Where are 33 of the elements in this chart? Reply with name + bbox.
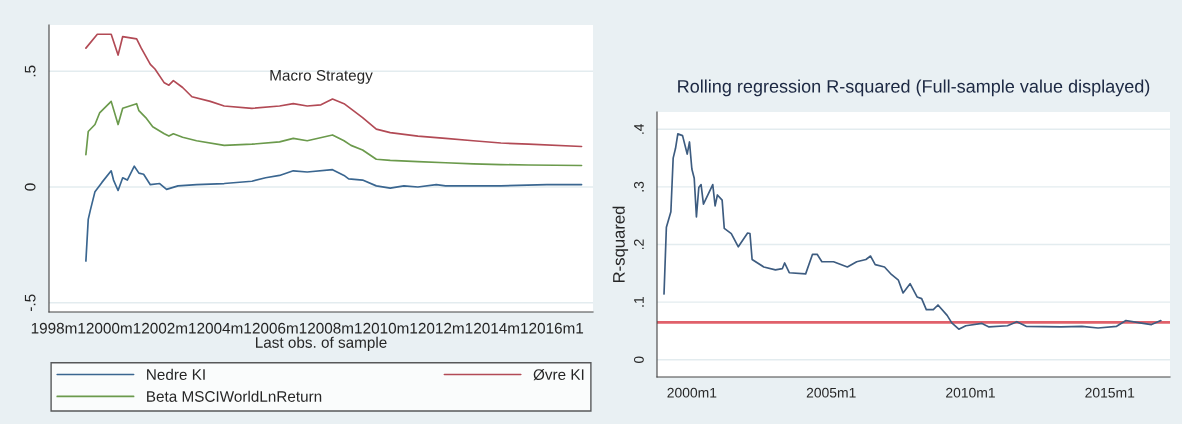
x-tick-label: 2015m1 <box>1085 387 1135 398</box>
x-tick-label: 1998m1 <box>31 322 86 334</box>
legend-label: Nedre KI <box>147 368 205 381</box>
legend-label: Beta MSCIWorldLnReturn <box>147 390 322 402</box>
x-tick-label: 2014m1 <box>474 322 528 334</box>
y-tick-label: .1 <box>634 296 644 307</box>
y-tick-label: .5 <box>24 65 36 77</box>
x-tick-label: 2006m1 <box>252 322 307 334</box>
y-tick-label: 0 <box>24 183 36 191</box>
x-tick-label: 2002m1 <box>142 322 196 334</box>
line-series <box>663 133 1162 331</box>
x-axis-title: Last obs. of sample <box>256 336 387 351</box>
x-tick-label: 2000m1 <box>667 387 717 398</box>
x-tick-label: 2008m1 <box>308 322 362 334</box>
x-tick-label: 2010m1 <box>363 322 418 334</box>
y-tick-label: 0 <box>634 356 644 364</box>
x-tick-label: 2012m1 <box>418 322 473 334</box>
legend-label: Øvre KI <box>533 368 584 381</box>
y-tick-label: .3 <box>634 181 644 192</box>
x-tick-label: 2016m1 <box>529 322 584 334</box>
line-series <box>85 33 583 148</box>
y-tick-label: .2 <box>634 239 644 250</box>
x-tick-label: 2004m1 <box>197 322 252 334</box>
line-series <box>85 100 583 167</box>
x-tick-label: 2005m1 <box>806 387 856 398</box>
chart-title: Rolling regression R-squared (Full-sample value displayed) <box>678 79 1150 97</box>
y-axis-title: R-squared <box>612 206 629 283</box>
line-series <box>85 165 583 262</box>
annotation: Macro Strategy <box>270 69 373 84</box>
y-tick-label: -.5 <box>24 294 36 311</box>
x-tick-label: 2010m1 <box>946 387 995 398</box>
x-tick-label: 2000m1 <box>86 322 141 334</box>
y-tick-label: .4 <box>634 123 644 134</box>
